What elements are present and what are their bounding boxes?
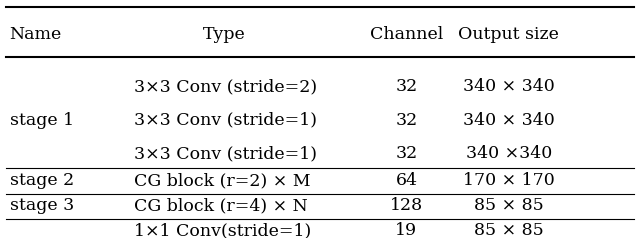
Text: 128: 128	[390, 197, 423, 214]
Text: stage 3: stage 3	[10, 197, 74, 214]
Text: 64: 64	[396, 172, 417, 189]
Text: Channel: Channel	[370, 26, 443, 43]
Text: Name: Name	[10, 26, 62, 43]
Text: 32: 32	[396, 112, 417, 129]
Text: 340 × 340: 340 × 340	[463, 112, 555, 129]
Text: 19: 19	[396, 222, 417, 238]
Text: 3×3 Conv (stride=2): 3×3 Conv (stride=2)	[134, 78, 317, 95]
Text: 3×3 Conv (stride=1): 3×3 Conv (stride=1)	[134, 145, 317, 162]
Text: stage 1: stage 1	[10, 112, 74, 129]
Text: 340 ×340: 340 ×340	[466, 145, 552, 162]
Text: 32: 32	[396, 78, 417, 95]
Text: 3×3 Conv (stride=1): 3×3 Conv (stride=1)	[134, 112, 317, 129]
Text: 85 × 85: 85 × 85	[474, 222, 543, 238]
Text: Output size: Output size	[458, 26, 559, 43]
Text: stage 2: stage 2	[10, 172, 74, 189]
Text: 340 × 340: 340 × 340	[463, 78, 555, 95]
Text: CG block (r=2) × M: CG block (r=2) × M	[134, 172, 311, 189]
Text: CG block (r=4) × N: CG block (r=4) × N	[134, 197, 308, 214]
Text: 32: 32	[396, 145, 417, 162]
Text: 1×1 Conv(stride=1): 1×1 Conv(stride=1)	[134, 222, 312, 238]
Text: Type: Type	[203, 26, 245, 43]
Text: 170 × 170: 170 × 170	[463, 172, 555, 189]
Text: 85 × 85: 85 × 85	[474, 197, 543, 214]
